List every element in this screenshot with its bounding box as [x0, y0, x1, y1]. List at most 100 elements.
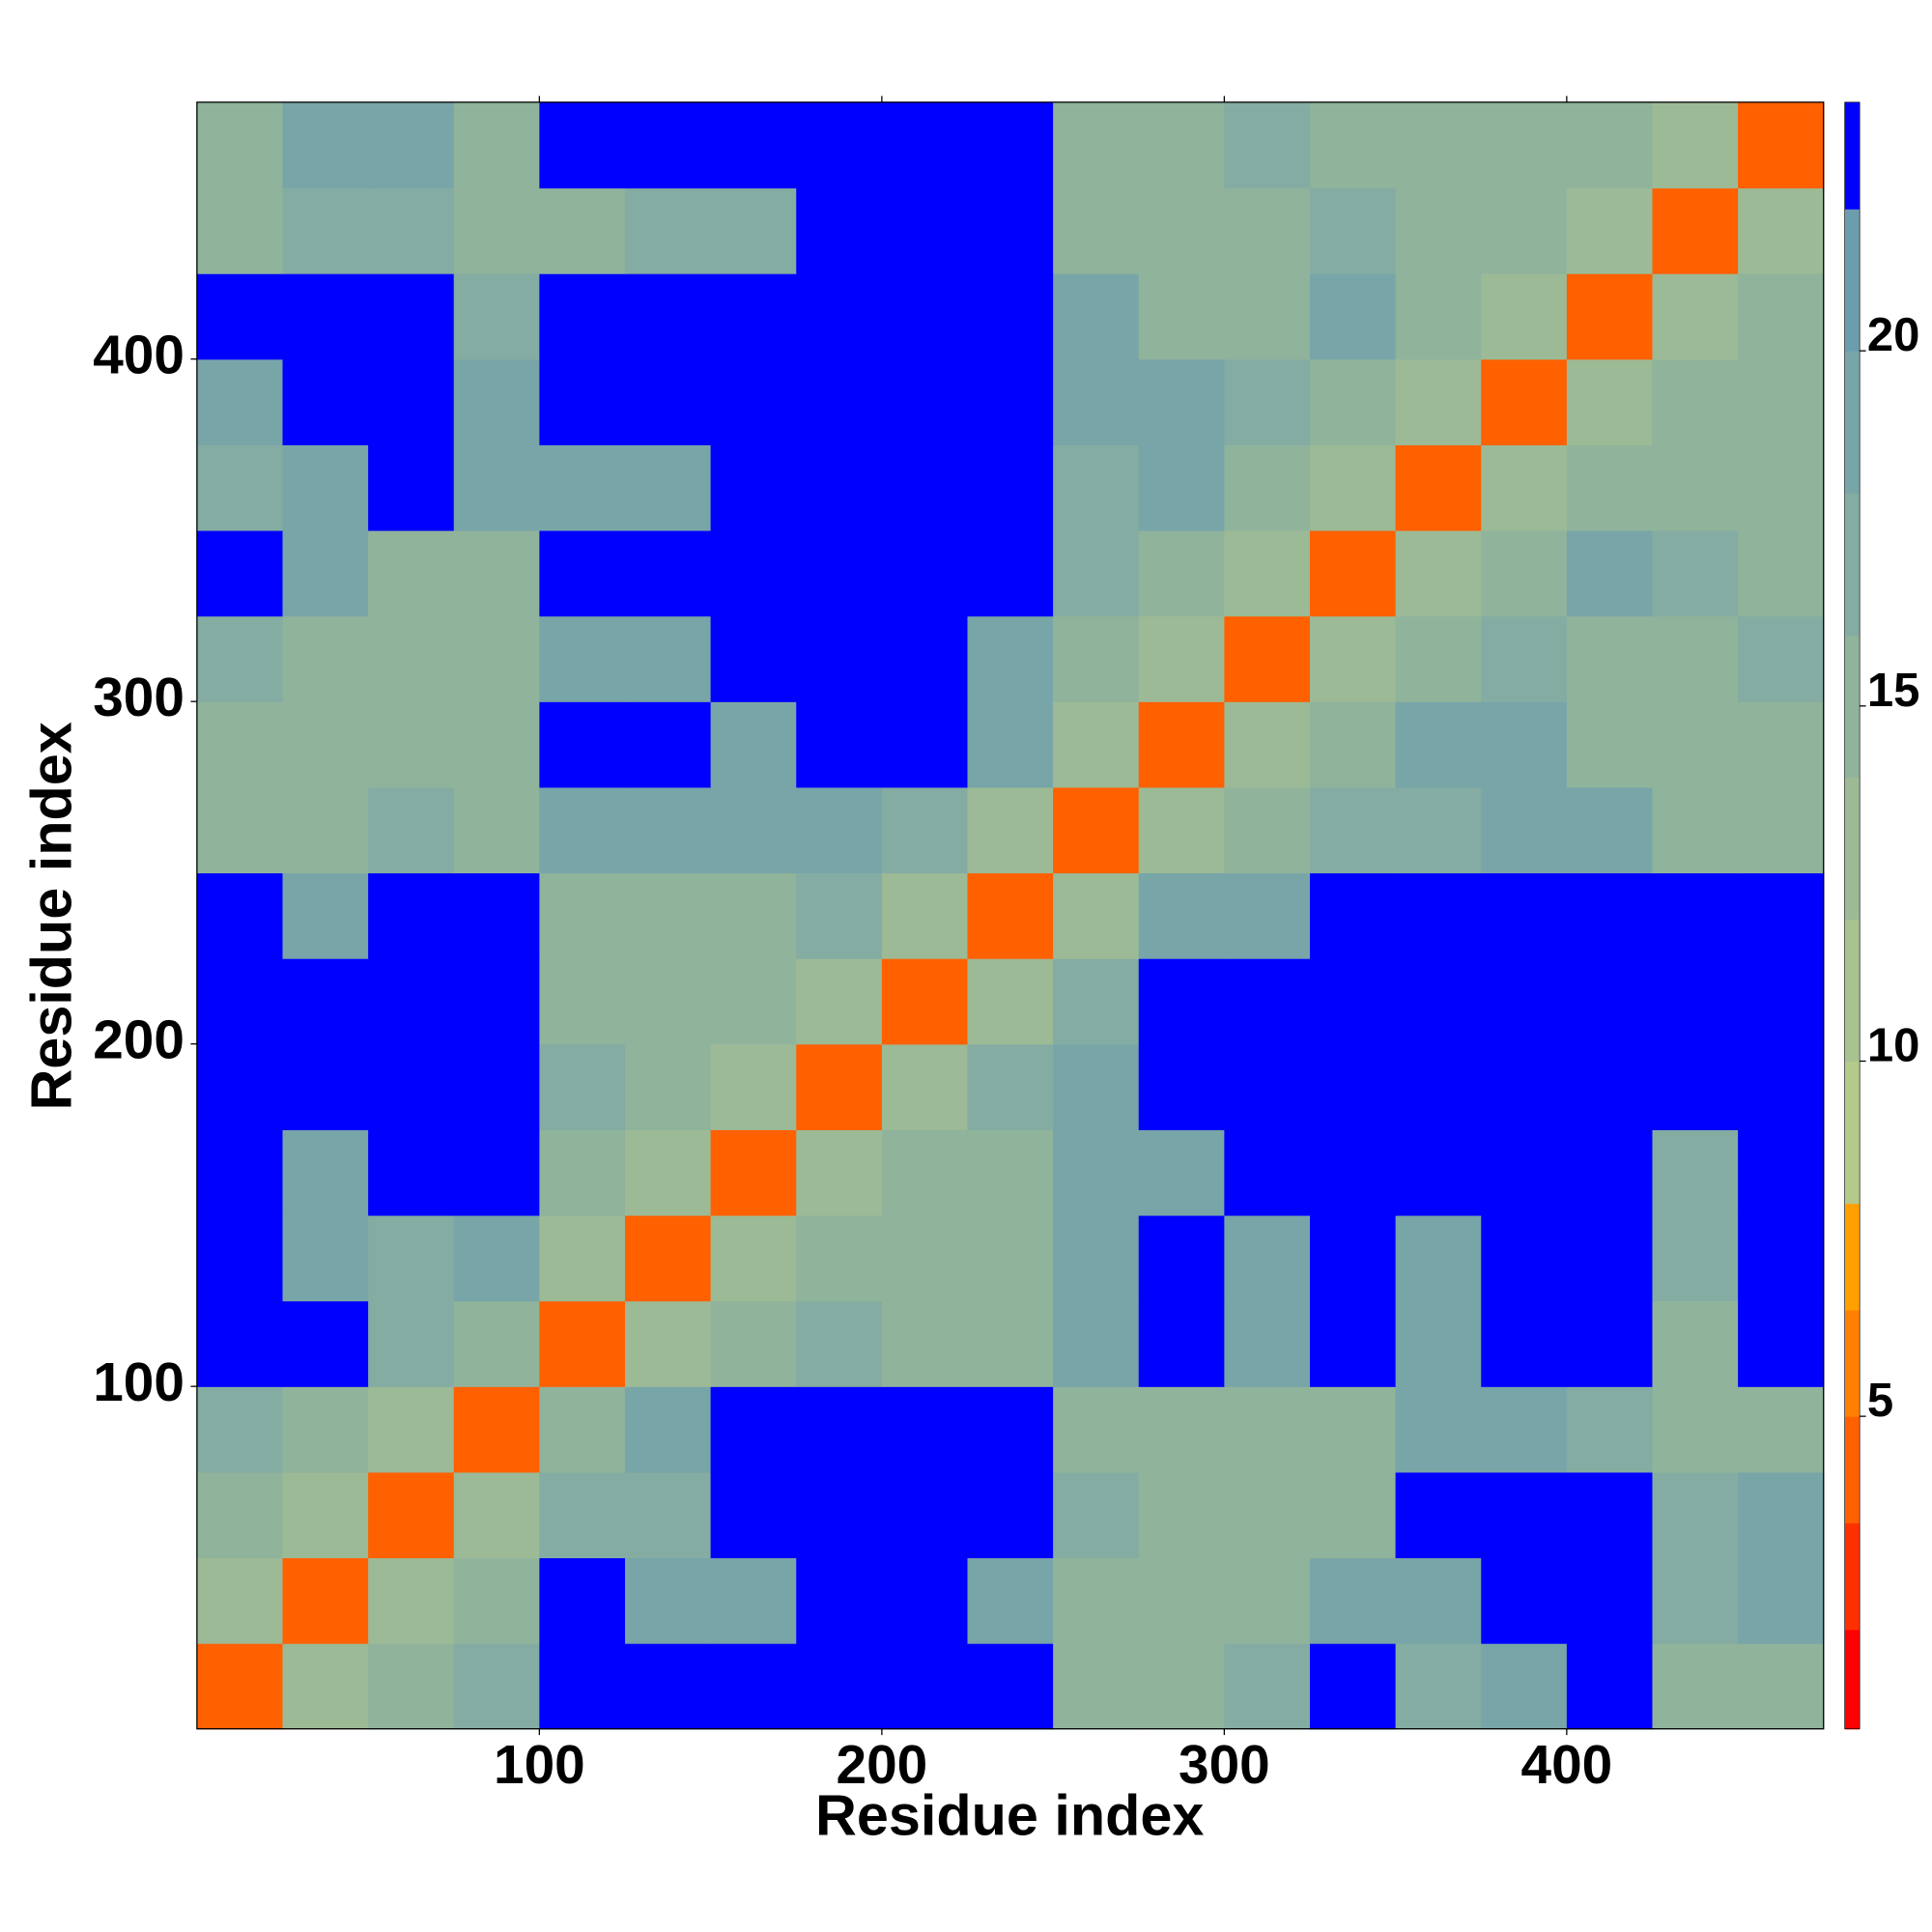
heatmap-cell — [881, 701, 969, 788]
heatmap-cell — [1053, 615, 1140, 702]
plot-frame — [196, 101, 1825, 1730]
heatmap-cell — [967, 872, 1054, 959]
heatmap-cell — [368, 1643, 455, 1730]
heatmap-cell — [1481, 615, 1568, 702]
heatmap-cell — [710, 187, 797, 274]
heatmap-cell — [624, 701, 712, 788]
heatmap-cell — [1566, 1214, 1654, 1302]
heatmap-cell — [796, 615, 883, 702]
heatmap-cell — [1652, 187, 1739, 274]
heatmap-cell — [796, 1214, 883, 1302]
heatmap-cell — [796, 872, 883, 959]
heatmap-cell — [196, 1043, 284, 1130]
heatmap-cell — [624, 1557, 712, 1644]
heatmap-cell — [368, 1300, 455, 1387]
heatmap-cell — [1566, 958, 1654, 1045]
heatmap-cell — [368, 1129, 455, 1216]
heatmap-cell — [624, 1129, 712, 1216]
heatmap-cell — [1738, 958, 1825, 1045]
heatmap-cell — [368, 1471, 455, 1559]
heatmap-cell — [1309, 101, 1397, 189]
heatmap-cell — [1652, 358, 1739, 445]
heatmap-cell — [1652, 872, 1739, 959]
heatmap-cell — [967, 273, 1054, 360]
heatmap-cell — [196, 529, 284, 617]
heatmap-cell — [967, 958, 1054, 1045]
heatmap-cell — [453, 101, 541, 189]
heatmap-cell — [539, 187, 626, 274]
heatmap-cell — [453, 187, 541, 274]
heatmap-cell — [1738, 1643, 1825, 1730]
heatmap-cell — [1138, 1557, 1226, 1644]
heatmap-cell — [1652, 615, 1739, 702]
heatmap-cell — [1053, 1043, 1140, 1130]
heatmap-cell — [282, 1129, 369, 1216]
heatmap-cell — [796, 444, 883, 531]
heatmap-cell — [1309, 701, 1397, 788]
heatmap-cell — [539, 1557, 626, 1644]
heatmap-cell — [624, 101, 712, 189]
heatmap-cell — [881, 1300, 969, 1387]
heatmap-cell — [1053, 529, 1140, 617]
heatmap-cell — [1309, 529, 1397, 617]
heatmap-cell — [282, 786, 369, 874]
heatmap-cell — [624, 529, 712, 617]
heatmap-cell — [1738, 1386, 1825, 1473]
heatmap-cell — [1566, 1043, 1654, 1130]
heatmap-cell — [1566, 872, 1654, 959]
heatmap-cell — [1481, 101, 1568, 189]
heatmap-cell — [1566, 786, 1654, 874]
heatmap-cell — [1053, 872, 1140, 959]
heatmap-cell — [624, 358, 712, 445]
heatmap-cell — [1395, 529, 1482, 617]
heatmap-cell — [539, 615, 626, 702]
heatmap-cell — [1652, 1129, 1739, 1216]
heatmap-cell — [1224, 1471, 1311, 1559]
heatmap-cell — [453, 701, 541, 788]
heatmap-cell — [796, 786, 883, 874]
heatmap-cell — [1138, 1043, 1226, 1130]
heatmap-cell — [624, 1300, 712, 1387]
colorbar-band — [1844, 351, 1861, 494]
heatmap-cell — [282, 872, 369, 959]
heatmap-cell — [881, 358, 969, 445]
heatmap-cell — [539, 358, 626, 445]
heatmap-cell — [710, 872, 797, 959]
heatmap-cell — [1652, 529, 1739, 617]
heatmap-cell — [1566, 1300, 1654, 1387]
heatmap-cell — [1138, 1471, 1226, 1559]
x-tick-label: 200 — [837, 1735, 928, 1796]
heatmap-cell — [1224, 101, 1311, 189]
heatmap-cell — [1053, 1471, 1140, 1559]
heatmap-cell — [368, 444, 455, 531]
heatmap-cell — [1053, 958, 1140, 1045]
heatmap-cell — [368, 101, 455, 189]
heatmap-cell — [881, 615, 969, 702]
heatmap-cell — [710, 958, 797, 1045]
heatmap-cell — [1738, 187, 1825, 274]
heatmap-cell — [967, 1214, 1054, 1302]
heatmap-cell — [1652, 1214, 1739, 1302]
heatmap-cell — [881, 872, 969, 959]
heatmap-cell — [1224, 1129, 1311, 1216]
heatmap-cell — [1138, 701, 1226, 788]
colorbar-band — [1844, 1203, 1861, 1311]
heatmap-cell — [539, 958, 626, 1045]
heatmap-cell — [282, 1300, 369, 1387]
heatmap-cell — [881, 1043, 969, 1130]
heatmap-cell — [1224, 529, 1311, 617]
heatmap-cell — [282, 444, 369, 531]
heatmap-cell — [368, 872, 455, 959]
heatmap-cell — [1309, 615, 1397, 702]
heatmap-cell — [1738, 1471, 1825, 1559]
heatmap-cell — [881, 1129, 969, 1216]
heatmap-cell — [1566, 273, 1654, 360]
x-tick-label: 300 — [1179, 1735, 1270, 1796]
heatmap-cell — [1224, 358, 1311, 445]
heatmap-cell — [196, 1214, 284, 1302]
heatmap-cell — [539, 1643, 626, 1730]
heatmap-cell — [1224, 1386, 1311, 1473]
heatmap-cell — [1309, 958, 1397, 1045]
heatmap-cell — [1481, 1386, 1568, 1473]
heatmap-cell — [624, 1386, 712, 1473]
